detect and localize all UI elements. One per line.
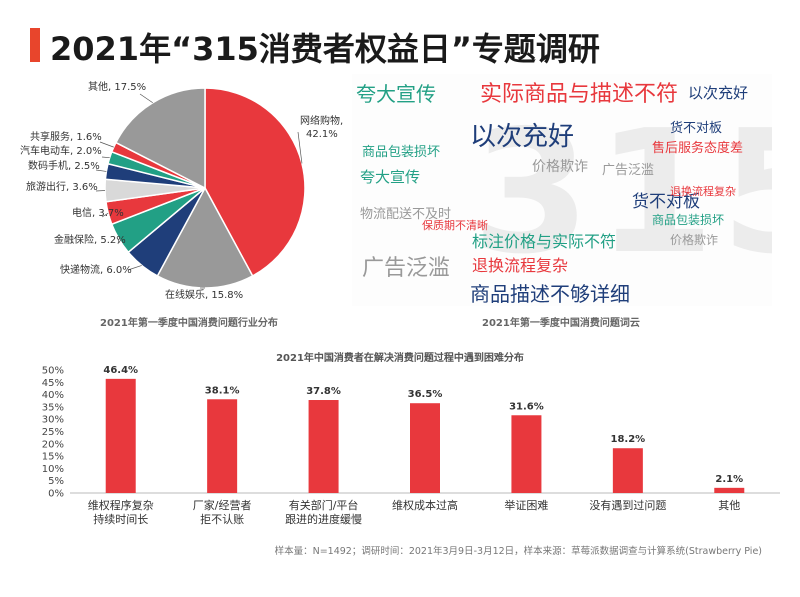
word-cloud-term: 售后服务态度差 bbox=[652, 141, 744, 156]
word-cloud-term: 商品包装损坏 bbox=[652, 213, 725, 227]
word-cloud-term: 商品包装损坏 bbox=[362, 145, 441, 160]
x-category-label: 厂家/经营者 bbox=[193, 498, 252, 512]
word-cloud-term: 保质期不清晰 bbox=[422, 219, 488, 232]
pie-slice-label: 快递物流, 6.0% bbox=[60, 263, 132, 276]
word-cloud-term: 标注价格与实际不符 bbox=[472, 232, 617, 251]
word-cloud-term: 商品描述不够详细 bbox=[470, 282, 630, 306]
y-tick-label: 50% bbox=[42, 366, 64, 377]
pie-slice-label: 金融保险, 5.2% bbox=[54, 233, 126, 246]
x-category-label: 持续时间长 bbox=[93, 512, 148, 526]
pie-leader-line bbox=[95, 169, 107, 172]
bar bbox=[308, 400, 339, 493]
x-category-label: 有关部门/平台 bbox=[289, 498, 359, 512]
word-cloud-term: 退换流程复杂 bbox=[472, 256, 569, 275]
pie-slice bbox=[204, 87, 306, 277]
word-cloud-term: 价格欺诈 bbox=[670, 233, 719, 247]
x-category-label: 其他 bbox=[718, 499, 740, 512]
word-cloud-term: 货不对板 bbox=[632, 192, 700, 212]
bar-value-label: 18.2% bbox=[611, 434, 646, 445]
y-tick-label: 40% bbox=[42, 390, 64, 401]
y-tick-label: 30% bbox=[42, 415, 64, 426]
word-cloud-term: 以次充好 bbox=[470, 122, 575, 152]
word-cloud-term: 广告泛滥 bbox=[362, 256, 451, 281]
x-category-label: 维权程序复杂 bbox=[88, 498, 154, 512]
word-cloud-term: 实际商品与描述不符 bbox=[480, 82, 679, 107]
pie-slice-label: 网络购物, bbox=[300, 114, 343, 127]
bar bbox=[410, 403, 440, 493]
bar bbox=[714, 487, 745, 493]
x-category-label: 拒不认账 bbox=[200, 513, 244, 526]
y-tick-label: 5% bbox=[48, 476, 64, 487]
word-cloud-term: 夸大宣传 bbox=[360, 168, 421, 186]
pie-leader-line bbox=[99, 141, 114, 148]
y-tick-label: 10% bbox=[42, 464, 64, 475]
y-tick-label: 0% bbox=[48, 489, 64, 500]
bar-chart: 2021年中国消费者在解决消费问题过程中遇到困难分布0%5%10%15%20%2… bbox=[42, 351, 780, 526]
y-tick-label: 15% bbox=[42, 452, 64, 463]
pie-leader-line bbox=[101, 212, 109, 218]
word-cloud: 315 夸大宣传实际商品与描述不符以次充好以次充好商品包装损坏售后服务态度差价格… bbox=[352, 74, 772, 306]
bar bbox=[105, 378, 136, 493]
pie-slice-label: 旅游出行, 3.6% bbox=[26, 180, 98, 193]
bar-value-label: 46.4% bbox=[103, 365, 138, 376]
bar-value-label: 38.1% bbox=[205, 385, 240, 396]
y-tick-label: 45% bbox=[42, 378, 64, 389]
pie-slice-label: 共享服务, 1.6% bbox=[30, 130, 102, 143]
pie-slice-label: 其他, 17.5% bbox=[88, 80, 146, 93]
word-cloud-term: 价格欺诈 bbox=[532, 159, 588, 175]
word-cloud-term: 夸大宣传 bbox=[356, 82, 436, 106]
pie-slice-label: 在线娱乐, 15.8% bbox=[165, 288, 243, 301]
word-cloud-term: 物流配送不及时 bbox=[360, 207, 452, 222]
bar bbox=[207, 399, 238, 493]
word-cloud-term: 广告泛滥 bbox=[602, 163, 655, 178]
pie-slice-label: 电信, 3.7% bbox=[72, 206, 124, 219]
word-cloud-term: 以次充好 bbox=[688, 84, 749, 102]
bar bbox=[612, 448, 643, 493]
title-accent-bar bbox=[30, 28, 40, 62]
x-category-label: 维权成本过高 bbox=[392, 498, 458, 512]
bar-value-label: 2.1% bbox=[715, 474, 743, 485]
pie-leader-line bbox=[101, 156, 110, 159]
y-tick-label: 35% bbox=[42, 402, 64, 413]
word-cloud-backdrop: 315 bbox=[472, 94, 772, 292]
pie-leader-line bbox=[127, 265, 142, 271]
bar-value-label: 36.5% bbox=[408, 389, 443, 400]
pie-slice-label: 汽车电动车, 2.0% bbox=[20, 144, 102, 157]
bar-value-label: 37.8% bbox=[306, 386, 341, 397]
bar-chart-title: 2021年中国消费者在解决消费问题过程中遇到困难分布 bbox=[276, 351, 524, 364]
bar bbox=[511, 415, 542, 493]
word-cloud-term: 货不对板 bbox=[670, 121, 723, 136]
pie-leader-line bbox=[139, 93, 153, 104]
page-title: 2021年“315消费者权益日”专题调研 bbox=[50, 30, 600, 68]
bar-value-label: 31.6% bbox=[509, 401, 544, 412]
x-category-label: 跟进的进度缓慢 bbox=[285, 512, 362, 526]
x-category-label: 举证困难 bbox=[504, 498, 548, 512]
pie-slice-label: 数码手机, 2.5% bbox=[28, 159, 100, 172]
footnote: 样本量：N=1492；调研时间：2021年3月9日-3月12日，样本来源：草莓派… bbox=[274, 546, 762, 557]
pie-leader-line bbox=[297, 131, 303, 164]
y-tick-label: 20% bbox=[42, 439, 64, 450]
pie-chart-title: 2021年第一季度中国消费问题行业分布 bbox=[100, 318, 278, 329]
y-tick-label: 25% bbox=[42, 427, 64, 438]
word-cloud-term: 退换流程复杂 bbox=[670, 185, 736, 198]
word-cloud-title: 2021年第一季度中国消费问题词云 bbox=[482, 318, 640, 329]
pie-slice-label: 42.1% bbox=[306, 129, 338, 140]
pie-leader-line bbox=[117, 238, 120, 245]
x-category-label: 没有遇到过问题 bbox=[589, 498, 666, 512]
pie-chart: 网络购物, 42.1% 在线娱乐, 15.8% 快递物流, 6.0% 金融保险, 5.2… bbox=[20, 80, 343, 301]
